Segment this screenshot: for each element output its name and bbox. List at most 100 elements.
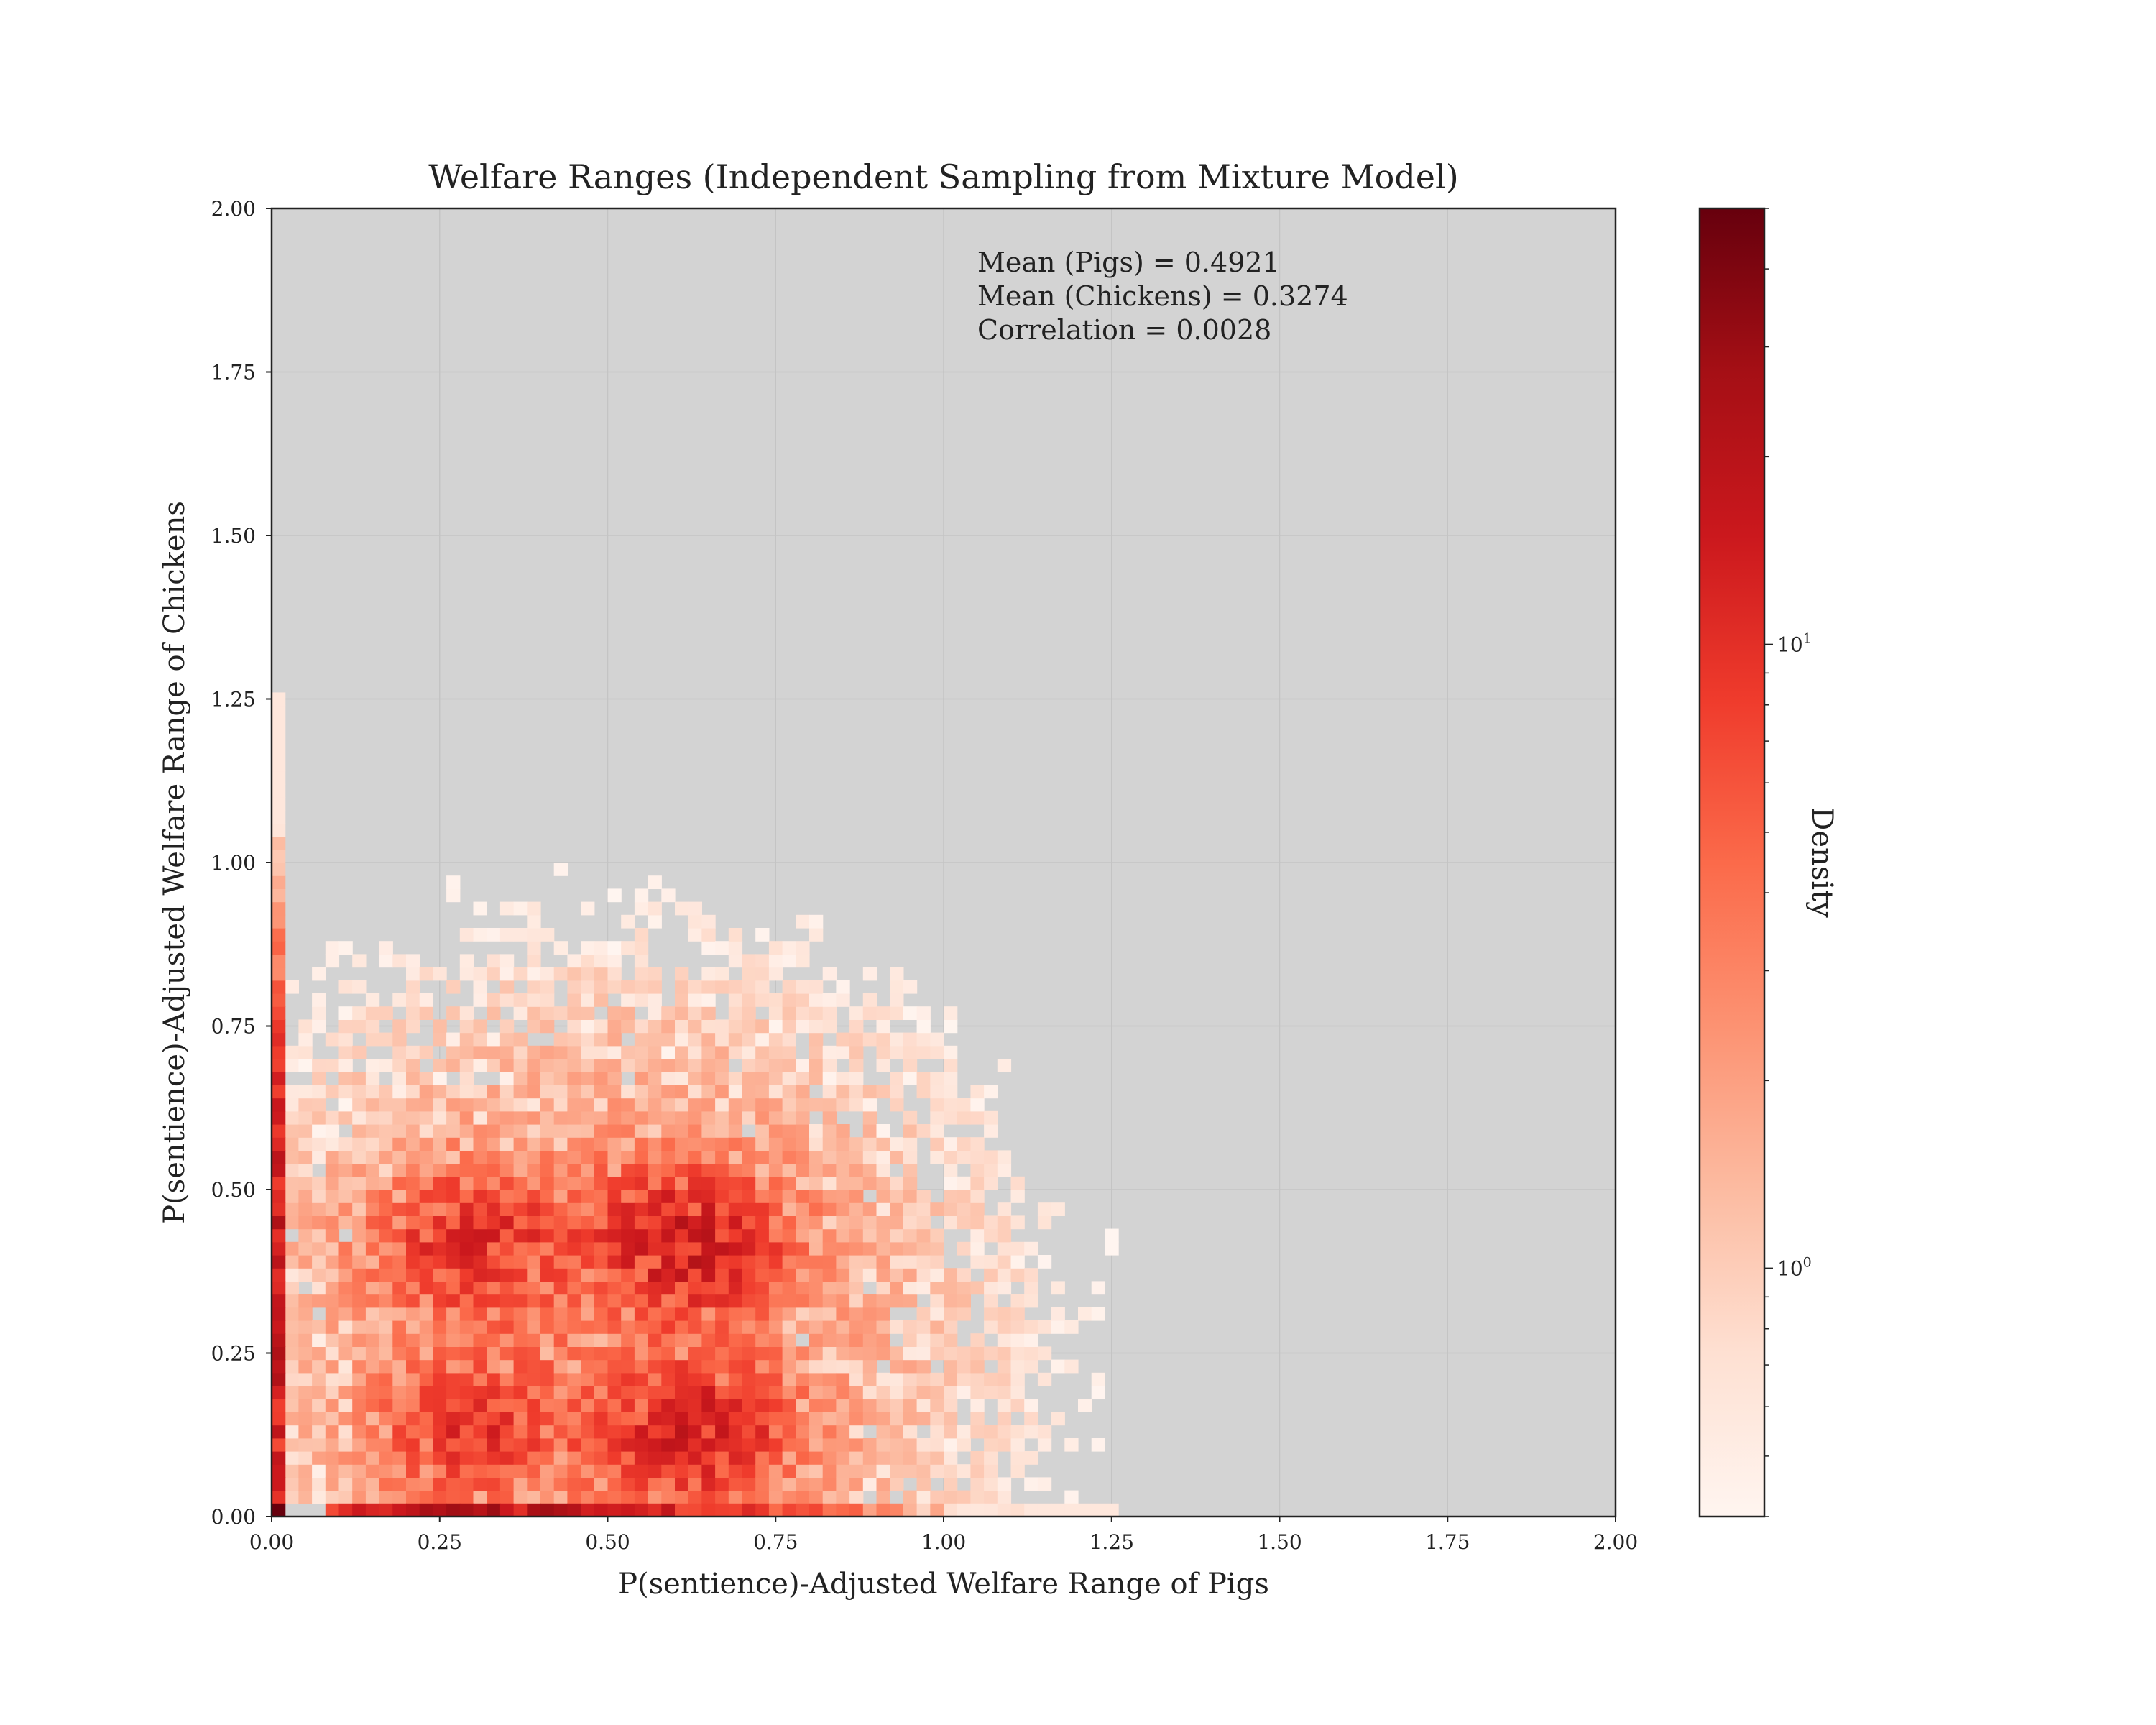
heatmap-cell <box>379 954 393 968</box>
heatmap-cell <box>648 1124 662 1138</box>
heatmap-cell <box>379 1490 393 1504</box>
heatmap-cell <box>594 1190 609 1203</box>
heatmap-cell <box>648 1438 662 1452</box>
heatmap-cell <box>984 1163 998 1177</box>
heatmap-cell <box>338 1019 353 1034</box>
heatmap-cell <box>634 1438 649 1452</box>
heatmap-cell <box>312 1202 326 1216</box>
heatmap-cell <box>567 1059 581 1072</box>
heatmap-cell <box>446 1281 461 1295</box>
heatmap-cell <box>607 1294 622 1308</box>
heatmap-cell <box>755 1098 770 1112</box>
heatmap-cell <box>782 1215 796 1230</box>
heatmap-cell <box>312 1438 326 1452</box>
heatmap-cell <box>1010 1346 1025 1361</box>
heatmap-cell <box>392 1464 407 1478</box>
heatmap-cell <box>325 1215 340 1230</box>
heatmap-cell <box>540 1059 555 1072</box>
heatmap-cell <box>446 1386 461 1399</box>
heatmap-cell <box>553 1215 568 1230</box>
heatmap-cell <box>930 1333 944 1347</box>
heatmap-cell <box>285 1307 299 1321</box>
heatmap-cell <box>499 1281 515 1295</box>
heatmap-cell <box>406 1098 420 1112</box>
heatmap-cell <box>527 901 541 916</box>
heatmap-cell <box>298 1359 313 1374</box>
heatmap-cell <box>446 1294 461 1308</box>
heatmap-cell <box>459 967 474 981</box>
heatmap-cell <box>1078 1503 1092 1517</box>
heatmap-cell <box>365 1215 380 1230</box>
heatmap-cell <box>688 1032 702 1046</box>
heatmap-cell <box>298 1176 313 1190</box>
heatmap-cell <box>890 1346 904 1361</box>
heatmap-cell <box>768 1228 783 1243</box>
heatmap-cell <box>312 1137 326 1151</box>
heatmap-cell <box>796 1490 810 1504</box>
heatmap-cell <box>728 1098 743 1112</box>
heatmap-cell <box>796 1320 810 1334</box>
heatmap-cell <box>997 1333 1012 1347</box>
heatmap-cell <box>338 1098 353 1112</box>
heatmap-cell <box>688 1124 702 1138</box>
heatmap-cell <box>849 1372 864 1386</box>
heatmap-cell <box>768 1333 783 1347</box>
heatmap-cell <box>406 1045 420 1059</box>
heatmap-cell <box>499 1228 515 1243</box>
heatmap-cell <box>392 993 407 1007</box>
heatmap-cell <box>836 1255 850 1269</box>
heatmap-cell <box>419 1268 433 1282</box>
heatmap-cell <box>970 1346 985 1361</box>
heatmap-cell <box>728 1477 743 1491</box>
heatmap-cell <box>648 1425 662 1439</box>
heatmap-cell <box>527 1176 541 1190</box>
heatmap-cell <box>903 1320 918 1334</box>
heatmap-cell <box>890 1255 904 1269</box>
heatmap-cell <box>499 993 515 1007</box>
heatmap-cell <box>459 1359 474 1374</box>
heatmap-cell <box>433 1268 447 1282</box>
heatmap-cell <box>446 1032 461 1046</box>
heatmap-cell <box>419 1137 433 1151</box>
heatmap-cell <box>513 928 528 942</box>
heatmap-cell <box>849 1072 864 1085</box>
heatmap-cell <box>701 1451 716 1465</box>
heatmap-cell <box>513 1281 528 1295</box>
heatmap-cell <box>607 1137 622 1151</box>
heatmap-cell <box>822 1176 837 1190</box>
heatmap-cell <box>768 1163 783 1177</box>
heatmap-cell <box>433 1425 447 1439</box>
heatmap-cell <box>285 1451 299 1465</box>
heatmap-cell <box>312 1255 326 1269</box>
heatmap-cell <box>701 1098 716 1112</box>
heatmap-cell <box>285 1215 299 1230</box>
heatmap-cell <box>285 1425 299 1439</box>
heatmap-cell <box>298 1228 313 1243</box>
x-tick-label: 1.75 <box>1425 1530 1470 1554</box>
heatmap-cell <box>365 1438 380 1452</box>
heatmap-cell <box>365 1072 380 1085</box>
heatmap-cell <box>499 1490 515 1504</box>
heatmap-cell <box>903 1372 918 1386</box>
heatmap-cell <box>553 1098 568 1112</box>
heatmap-cell <box>621 1228 635 1243</box>
heatmap-cell <box>742 1399 756 1412</box>
heatmap-cell <box>903 1255 918 1269</box>
heatmap-cell <box>607 1032 622 1046</box>
heatmap-cell <box>527 1412 541 1426</box>
heatmap-cell <box>782 1045 796 1059</box>
heatmap-cell <box>970 1386 985 1399</box>
heatmap-cell <box>862 1477 877 1491</box>
heatmap-cell <box>822 1294 837 1308</box>
heatmap-cell <box>446 980 461 994</box>
heatmap-cell <box>796 1202 810 1216</box>
heatmap-cell <box>890 1045 904 1059</box>
heatmap-cell <box>1091 1307 1105 1321</box>
heatmap-cell <box>903 1150 918 1164</box>
heatmap-cell <box>621 1176 635 1190</box>
heatmap-cell <box>621 1412 635 1426</box>
heatmap-cell <box>903 1228 918 1243</box>
heatmap-cell <box>621 993 635 1007</box>
heatmap-cell <box>930 1399 944 1412</box>
heatmap-cell <box>419 1359 433 1374</box>
